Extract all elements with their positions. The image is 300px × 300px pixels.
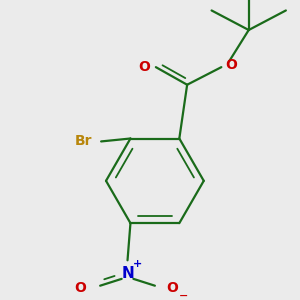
Text: N: N	[121, 266, 134, 281]
Text: O: O	[75, 281, 86, 295]
Text: O: O	[225, 58, 237, 72]
Text: O: O	[167, 281, 178, 295]
Text: Br: Br	[75, 134, 92, 148]
Text: O: O	[138, 60, 150, 74]
Text: +: +	[133, 259, 142, 269]
Text: −: −	[178, 290, 188, 300]
